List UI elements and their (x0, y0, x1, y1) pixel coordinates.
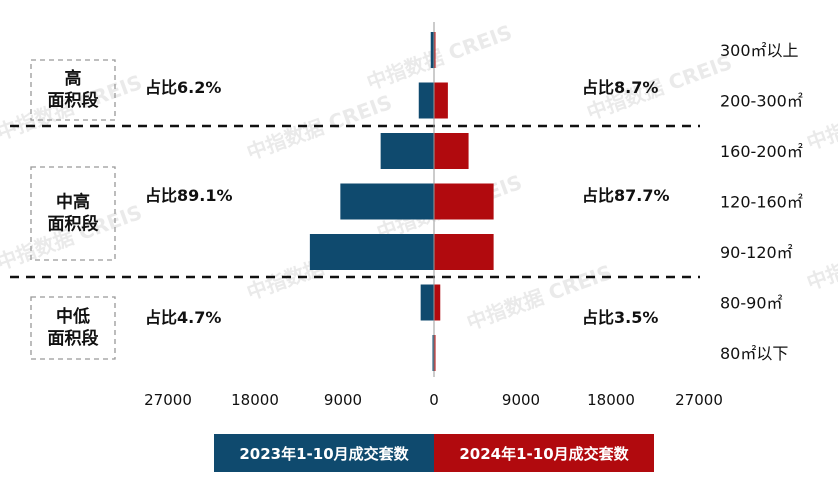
share-2023: 占比4.7% (145, 308, 221, 327)
legend-2023: 2023年1-10月成交套数 (214, 434, 434, 472)
watermark-text: 中指数据 CREIS (244, 90, 396, 165)
segment-label: 面积段 (48, 328, 99, 349)
segment-label: 面积段 (48, 214, 99, 235)
category-label: 80㎡以下 (720, 344, 788, 363)
watermark-text: 中指数据 CREIS (804, 80, 838, 155)
bar-2024 (434, 335, 436, 371)
bar-2023 (418, 82, 434, 119)
category-label: 80-90㎡ (720, 294, 783, 313)
share-2023: 占比6.2% (145, 78, 221, 97)
bar-2023 (420, 284, 434, 321)
bars (309, 32, 494, 371)
segment-dividers (10, 124, 700, 279)
bar-2023 (430, 32, 434, 68)
category-label: 120-160㎡ (720, 193, 803, 212)
x-tick-labels: 27000 18000 9000 0 9000 18000 27000 (144, 391, 723, 409)
bar-2024 (434, 32, 436, 68)
x-tick-label: 9000 (324, 391, 362, 409)
share-2024: 占比87.7% (582, 186, 670, 205)
share-2024: 占比3.5% (582, 308, 658, 327)
bar-2023 (432, 335, 434, 371)
x-tick-label: 9000 (502, 391, 540, 409)
bar-2024 (434, 234, 494, 270)
segment-label: 中高 (56, 192, 90, 213)
legend-2024: 2024年1-10月成交套数 (434, 434, 654, 472)
watermark-text: 中指数据 CREIS (804, 220, 838, 295)
share-2024: 占比8.7% (582, 78, 658, 97)
segment-label: 中低 (56, 306, 90, 327)
category-label: 200-300㎡ (720, 92, 803, 111)
x-tick-label: 18000 (587, 391, 635, 409)
bar-2024 (434, 82, 448, 119)
category-label: 160-200㎡ (720, 142, 803, 161)
bar-2023 (380, 133, 434, 169)
category-label: 300㎡以上 (720, 41, 799, 60)
bar-2023 (309, 234, 434, 270)
segment-box (30, 166, 116, 261)
bar-2024 (434, 284, 441, 321)
segment-box (30, 296, 116, 360)
x-tick-label: 27000 (144, 391, 192, 409)
share-labels: 占比6.2% 占比8.7% 占比89.1% 占比87.7% 占比4.7% 占比3.5% (145, 78, 670, 327)
category-label: 90-120㎡ (720, 243, 793, 262)
x-tick-label: 0 (429, 391, 439, 409)
segment-label: 高 (65, 68, 82, 89)
x-tick-label: 27000 (675, 391, 723, 409)
bar-2024 (434, 133, 469, 169)
share-2023: 占比89.1% (145, 186, 233, 205)
bar-2024 (434, 183, 494, 220)
segment-label: 面积段 (48, 90, 99, 111)
category-labels: 300㎡以上 200-300㎡ 160-200㎡ 120-160㎡ 90-120㎡ 80-… (720, 41, 803, 363)
x-tick-label: 18000 (231, 391, 279, 409)
bar-2023 (340, 183, 434, 220)
